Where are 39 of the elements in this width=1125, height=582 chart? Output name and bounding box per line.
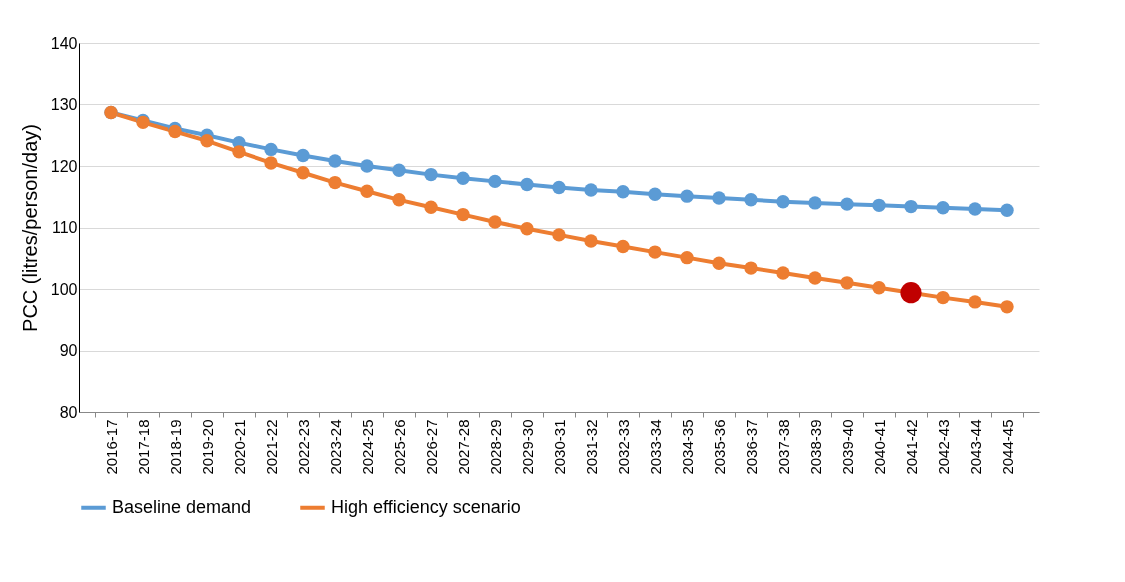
x-tick-label: 2032-33 xyxy=(614,419,632,475)
y-tick-label: 90 xyxy=(59,342,78,359)
y-tick-label: 80 xyxy=(59,403,78,421)
legend-label: Baseline demand xyxy=(112,496,252,517)
x-tick-label: 2037-38 xyxy=(774,419,792,475)
x-tick-label: 2020-21 xyxy=(230,419,248,475)
x-tick-label: 2035-36 xyxy=(710,419,728,475)
y-tick-label: 100 xyxy=(50,280,78,298)
x-tick-label: 2040-41 xyxy=(870,419,888,475)
x-tick-label: 2026-27 xyxy=(422,419,440,475)
x-tick-label: 2044-45 xyxy=(998,419,1016,475)
y-tick-label: 140 xyxy=(50,34,78,52)
x-tick-label: 2043-44 xyxy=(966,419,984,475)
x-tick-label: 2038-39 xyxy=(806,419,824,475)
x-tick-label: 2023-24 xyxy=(326,419,344,475)
x-tick-label: 2027-28 xyxy=(454,419,472,475)
x-tick-label: 2036-37 xyxy=(742,419,760,475)
legend-label: High efficiency scenario xyxy=(331,496,521,517)
x-tick-label: 2034-35 xyxy=(678,419,696,475)
x-tick-label: 2021-22 xyxy=(262,419,280,475)
y-tick-label: 110 xyxy=(51,219,78,236)
x-tick-label: 2024-25 xyxy=(358,419,376,475)
x-tick-label: 2022-23 xyxy=(294,419,312,475)
x-tick-label: 2029-30 xyxy=(518,419,536,475)
x-tick-label: 2031-32 xyxy=(582,419,600,475)
x-tick-label: 2041-42 xyxy=(902,419,920,475)
y-tick-label: 120 xyxy=(50,157,78,175)
x-tick-label: 2033-34 xyxy=(646,419,664,475)
y-tick-label: 130 xyxy=(50,96,78,113)
x-tick-label: 2042-43 xyxy=(934,419,952,475)
x-tick-label: 2017-18 xyxy=(134,419,152,475)
x-tick-label: 2039-40 xyxy=(838,419,856,475)
y-axis-title: PCC (litres/person/day) xyxy=(18,124,41,332)
x-tick-label: 2025-26 xyxy=(390,419,408,475)
x-tick-label: 2016-17 xyxy=(102,419,120,475)
x-tick-label: 2019-20 xyxy=(198,419,216,475)
x-tick-label: 2030-31 xyxy=(550,419,568,475)
x-tick-label: 2018-19 xyxy=(166,419,184,475)
x-tick-label: 2028-29 xyxy=(486,419,504,475)
